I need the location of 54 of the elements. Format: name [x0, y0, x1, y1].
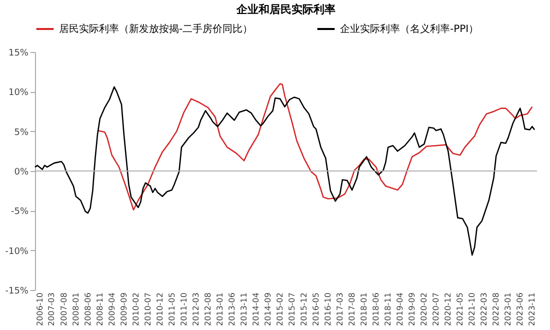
x-tick-label: 2013-01: [216, 292, 225, 326]
x-tick-label: 2020-12: [444, 292, 453, 326]
x-tick-label: 2017-03: [335, 292, 344, 326]
x-tick-label: 2018-01: [360, 292, 369, 326]
x-tick-label: 2008-11: [95, 292, 104, 326]
x-tick-label: 2010-02: [132, 292, 140, 326]
line-series: [34, 86, 536, 256]
chart-title: 企业和居民实际利率: [236, 3, 336, 16]
x-tick-label: 2014-09: [264, 292, 273, 326]
y-tick-label: 15%: [8, 48, 29, 58]
y-tick-label: -5%: [10, 207, 29, 218]
legend-label: 企业实际利率（名义利率-PPI）: [340, 23, 479, 35]
x-tick-label: 2010-07: [143, 292, 152, 326]
x-tick-label: 2017-08: [348, 292, 357, 326]
x-tick-label: 2008-06: [83, 292, 92, 326]
x-tick-label: 2021-05: [456, 292, 465, 326]
legend-label: 居民实际利率（新发放按揭-二手房价同比）: [59, 23, 253, 35]
x-tick-label: 2008-01: [71, 292, 80, 326]
x-tick-label: 2020-02: [420, 292, 429, 326]
y-tick-label: 5%: [14, 128, 29, 138]
x-tick-label: 2014-04: [251, 292, 260, 326]
x-tick-label: 2015-07: [287, 292, 296, 326]
x-tick-label: 2022-08: [492, 292, 501, 326]
x-tick-label: 2006-10: [35, 292, 44, 326]
x-tick-label: 2018-06: [372, 292, 381, 326]
x-tick-label: 2023-06: [516, 292, 525, 326]
x-tick-label: 2012-08: [203, 292, 212, 326]
x-tick-label: 2007-03: [47, 292, 56, 326]
x-tick-label: 2011-05: [167, 292, 176, 326]
y-tick-label: 10%: [8, 88, 29, 98]
x-tick-label: 2012-03: [191, 292, 200, 326]
x-tick-label: 2019-09: [408, 292, 417, 326]
x-tick-label: 2011-10: [179, 292, 188, 326]
y-tick-label: -10%: [5, 246, 29, 257]
x-tick-label: 2016-10: [324, 292, 333, 326]
x-tick-label: 2015-02: [276, 292, 285, 326]
line-series: [96, 83, 533, 211]
x-tick-label: 2013-06: [227, 292, 236, 326]
x-tick-label: 2015-12: [299, 292, 308, 326]
x-tick-label: 2013-11: [240, 292, 249, 326]
x-tick-label: 2016-05: [311, 292, 320, 326]
x-tick-label: 2020-07: [432, 292, 441, 326]
x-tick-label: 2022-03: [480, 292, 489, 326]
y-tick-label: -15%: [5, 286, 29, 296]
x-tick-label: 2023-11: [528, 292, 537, 326]
x-tick-label: 2019-04: [396, 292, 405, 326]
x-tick-label: 2009-09: [119, 292, 128, 326]
x-tick-label: 2021-10: [468, 292, 477, 326]
x-tick-label: 2018-11: [384, 292, 393, 326]
y-tick-label: 0%: [14, 168, 29, 178]
x-tick-label: 2010-12: [155, 292, 164, 326]
x-tick-label: 2007-08: [59, 292, 68, 326]
x-tick-label: 2023-01: [504, 292, 513, 326]
x-tick-label: 2009-04: [107, 292, 116, 326]
